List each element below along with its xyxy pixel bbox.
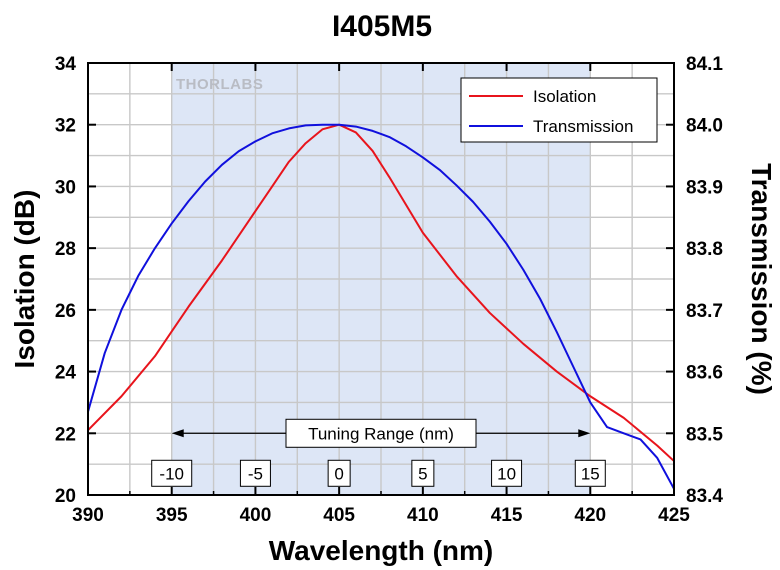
x-tick-label: 425	[658, 505, 690, 526]
tuning-range-marker-label: 15	[581, 464, 600, 483]
x-tick-label: 415	[491, 505, 523, 526]
tuning-range-marker: 5	[411, 459, 435, 487]
y-tick-label: 22	[55, 424, 76, 445]
axis-ticks: 390 395 400 405 410 415 420 425 20 22 24 26 28 30 32 34…	[55, 54, 724, 526]
y2-tick-label: 83.8	[686, 239, 723, 260]
y-tick-label: 20	[55, 486, 76, 507]
x-tick-label: 420	[574, 505, 606, 526]
tuning-range-arrow-right	[578, 429, 591, 438]
tuning-range-marker-label: 5	[418, 464, 427, 483]
tuning-range-marker-label: 0	[334, 464, 343, 483]
y2-tick-label: 84.1	[686, 54, 723, 75]
tuning-range-marker-label: 10	[497, 464, 516, 483]
tuning-range-marker: 15	[574, 459, 606, 487]
y-tick-label: 32	[55, 116, 76, 137]
tuning-range-marker: 0	[327, 459, 351, 487]
y2-axis-title: Transmission (%)	[746, 163, 777, 395]
legend-box	[460, 77, 658, 143]
y2-tick-label: 83.6	[686, 363, 723, 384]
tuning-range-arrow-left	[171, 429, 184, 438]
x-axis-title: Wavelength (nm)	[269, 535, 494, 566]
tuning-range-marker-label: -5	[248, 464, 263, 483]
y2-tick-label: 83.4	[686, 486, 723, 507]
y2-tick-label: 83.5	[686, 424, 723, 445]
tuning-range-label: Tuning Range (nm)	[308, 424, 454, 443]
series-line-isolation	[87, 123, 675, 462]
series-line-transmission	[87, 123, 675, 490]
x-tick-label: 405	[323, 505, 355, 526]
legend-label-isolation: Isolation	[533, 87, 596, 106]
x-tick-label: 410	[407, 505, 439, 526]
thorlabs-logo: THORLABS	[176, 76, 263, 93]
x-tick-label: 395	[156, 505, 188, 526]
tuning-range-marker-box	[491, 459, 523, 487]
tuning-range-marker-box	[327, 459, 351, 487]
tuning-range-marker: -5	[239, 459, 271, 487]
y-tick-label: 30	[55, 177, 76, 198]
y-tick-label: 24	[55, 363, 77, 384]
legend-label-transmission: Transmission	[533, 117, 633, 136]
tuning-range-marker-box	[151, 459, 193, 487]
y-tick-label: 34	[55, 54, 77, 75]
y-axis-title: Isolation (dB)	[9, 190, 40, 369]
y2-tick-label: 84.0	[686, 116, 723, 137]
tuning-range-marker-box	[239, 459, 271, 487]
x-tick-label: 400	[240, 505, 272, 526]
legend: Isolation Transmission	[460, 77, 658, 143]
tuning-range-marker: -10	[151, 459, 193, 487]
y-tick-label: 28	[55, 239, 76, 260]
tuning-range-label-box	[285, 418, 477, 448]
y2-tick-label: 83.9	[686, 177, 723, 198]
tuning-range-marker: 10	[491, 459, 523, 487]
tuning-range-marker-label: -10	[159, 464, 184, 483]
tuning-range-marker-box	[411, 459, 435, 487]
y2-tick-label: 83.7	[686, 301, 723, 322]
series-layer	[87, 123, 675, 490]
tuning-range-annotation: Tuning Range (nm) -10 -5 0 5 10 15	[151, 418, 606, 487]
x-tick-label: 390	[72, 505, 104, 526]
chart-title: I405M5	[332, 10, 432, 43]
tuning-range-marker-box	[574, 459, 606, 487]
y-tick-label: 26	[55, 301, 76, 322]
